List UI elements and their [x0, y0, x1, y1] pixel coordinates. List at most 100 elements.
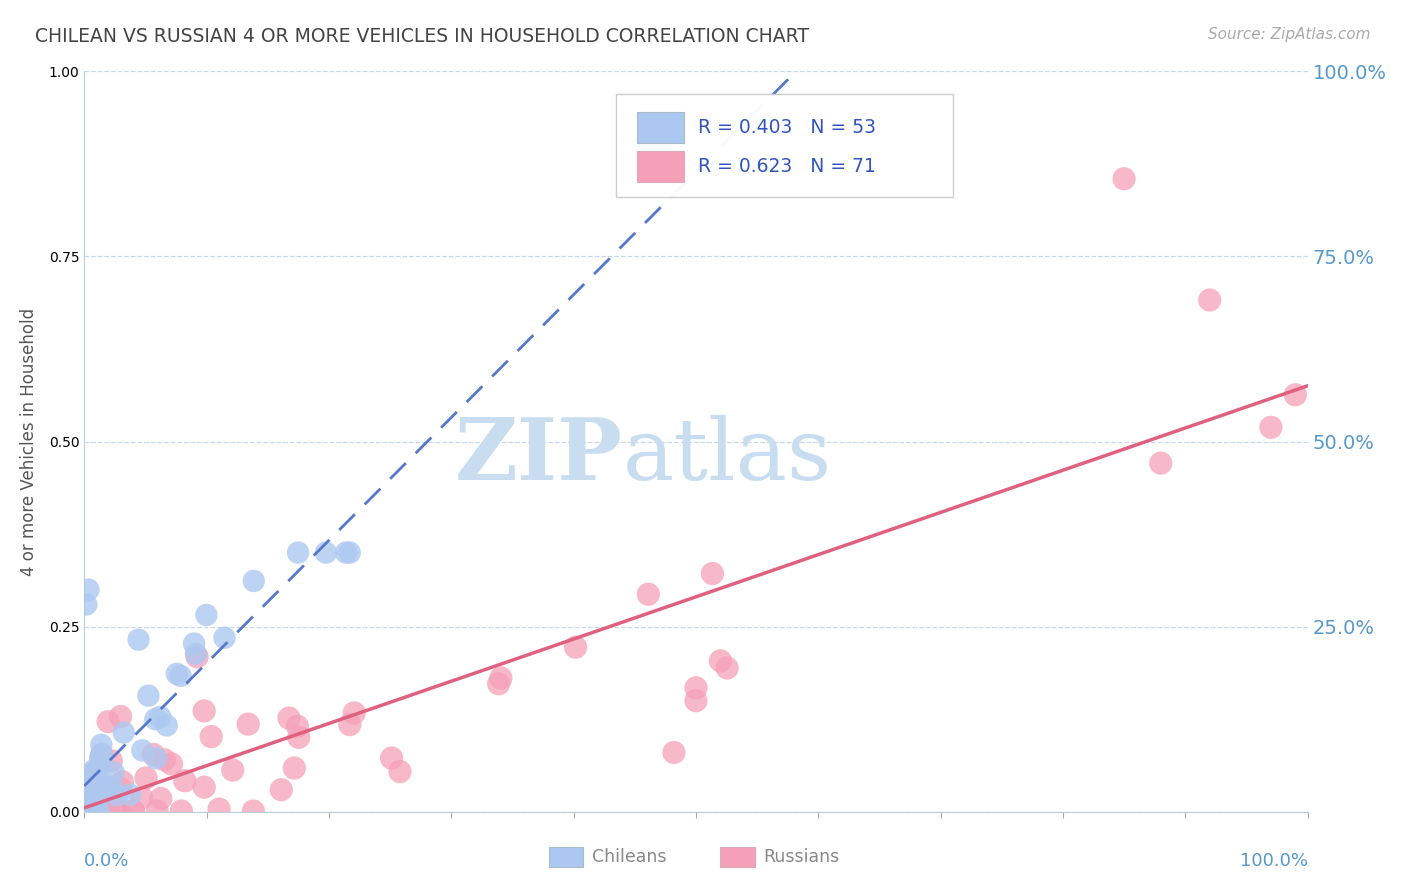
- Point: [278, 711, 301, 725]
- Point: [89, 760, 111, 774]
- Point: [135, 771, 157, 785]
- Point: [90, 747, 112, 761]
- Point: [79, 771, 101, 785]
- Point: [489, 671, 512, 685]
- Point: [287, 731, 309, 745]
- Point: [76, 804, 98, 818]
- Point: [169, 669, 191, 683]
- Point: [637, 587, 659, 601]
- Point: [86, 788, 108, 802]
- Point: [110, 804, 132, 818]
- Text: Chileans: Chileans: [592, 848, 666, 866]
- Point: [77, 804, 100, 818]
- Point: [128, 632, 150, 647]
- Point: [186, 649, 208, 664]
- Point: [238, 717, 260, 731]
- Point: [1114, 171, 1136, 186]
- Text: 100.0%: 100.0%: [1240, 853, 1308, 871]
- Text: Source: ZipAtlas.com: Source: ZipAtlas.com: [1208, 27, 1371, 42]
- Point: [77, 795, 100, 809]
- Point: [87, 804, 110, 818]
- Point: [381, 751, 404, 765]
- Point: [93, 789, 115, 803]
- Point: [86, 786, 108, 800]
- Point: [75, 793, 97, 807]
- FancyBboxPatch shape: [616, 94, 953, 197]
- Point: [149, 710, 172, 724]
- Point: [75, 786, 97, 800]
- Point: [184, 647, 207, 661]
- Point: [242, 574, 264, 588]
- Point: [146, 804, 169, 818]
- Point: [222, 763, 245, 777]
- Text: CHILEAN VS RUSSIAN 4 OR MORE VEHICLES IN HOUSEHOLD CORRELATION CHART: CHILEAN VS RUSSIAN 4 OR MORE VEHICLES IN…: [35, 27, 808, 45]
- Point: [160, 756, 183, 771]
- Point: [488, 677, 510, 691]
- Point: [709, 654, 731, 668]
- Point: [97, 804, 120, 818]
- Point: [97, 714, 120, 729]
- Point: [80, 785, 103, 799]
- Point: [76, 804, 98, 818]
- Point: [149, 791, 172, 805]
- Point: [79, 771, 101, 785]
- Point: [183, 636, 205, 650]
- Point: [662, 746, 685, 760]
- Point: [112, 725, 135, 739]
- Point: [143, 712, 166, 726]
- Point: [87, 791, 110, 805]
- Point: [214, 631, 236, 645]
- Text: 0.0%: 0.0%: [84, 853, 129, 871]
- Point: [75, 598, 97, 612]
- Point: [287, 546, 309, 560]
- Point: [77, 769, 100, 783]
- Point: [122, 804, 145, 818]
- Point: [193, 704, 215, 718]
- Point: [121, 804, 143, 818]
- Point: [76, 794, 98, 808]
- Point: [76, 780, 98, 794]
- Point: [79, 804, 101, 818]
- Point: [315, 546, 337, 560]
- Point: [90, 747, 112, 762]
- Point: [110, 709, 132, 723]
- Point: [156, 718, 179, 732]
- Point: [75, 804, 97, 818]
- Point: [242, 804, 264, 818]
- Point: [564, 640, 586, 655]
- Point: [1150, 456, 1173, 470]
- Point: [208, 802, 231, 816]
- Point: [145, 751, 167, 765]
- Point: [82, 804, 104, 818]
- Text: ZIP: ZIP: [454, 415, 623, 499]
- Point: [339, 717, 361, 731]
- Point: [283, 761, 305, 775]
- Point: [77, 582, 100, 597]
- Point: [111, 775, 134, 789]
- Point: [90, 738, 112, 752]
- Point: [388, 764, 411, 779]
- Point: [83, 804, 105, 818]
- Point: [84, 772, 107, 786]
- Point: [86, 779, 108, 793]
- Point: [716, 661, 738, 675]
- Point: [195, 607, 218, 622]
- Point: [270, 782, 292, 797]
- Text: atlas: atlas: [623, 415, 832, 498]
- Point: [84, 804, 107, 818]
- Point: [101, 780, 124, 794]
- Point: [79, 771, 101, 785]
- Point: [77, 804, 100, 818]
- Point: [80, 767, 103, 781]
- Point: [79, 804, 101, 818]
- Point: [79, 795, 101, 809]
- Point: [173, 773, 195, 788]
- Point: [84, 802, 107, 816]
- Point: [89, 804, 111, 818]
- Point: [166, 666, 188, 681]
- Point: [94, 780, 117, 794]
- Point: [75, 779, 97, 793]
- Point: [131, 743, 153, 757]
- Point: [76, 804, 98, 818]
- Y-axis label: 4 or more Vehicles in Household: 4 or more Vehicles in Household: [20, 308, 38, 575]
